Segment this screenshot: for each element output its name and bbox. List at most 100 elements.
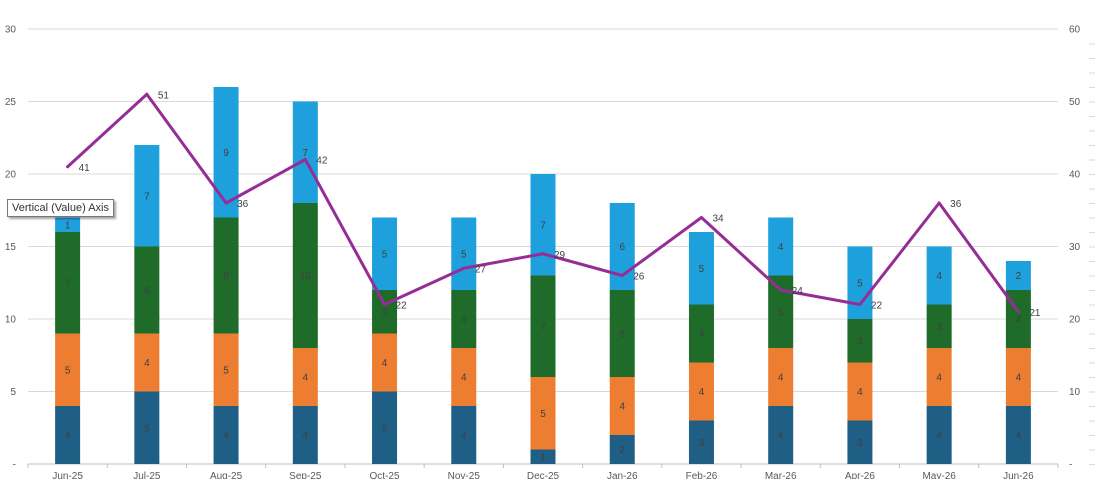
bar-value-label: 4 xyxy=(1016,431,1022,442)
category-label: Oct-25 xyxy=(370,471,400,479)
line-point xyxy=(383,303,387,306)
bar-segment xyxy=(372,333,398,392)
left-tick-label: 5 xyxy=(10,387,16,398)
line-point xyxy=(620,274,624,277)
bar-value-label: 4 xyxy=(936,373,942,384)
right-tick-label: 50 xyxy=(1069,97,1081,108)
line-value-label: 34 xyxy=(712,214,724,225)
line-value-label: 36 xyxy=(950,199,962,210)
bar-value-label: 4 xyxy=(461,315,467,326)
bar-value-label: 4 xyxy=(382,358,388,369)
bar-value-label: 3 xyxy=(857,336,863,347)
bar-value-label: 4 xyxy=(1016,373,1022,384)
bar-value-label: 4 xyxy=(699,329,705,340)
bar-value-label: 4 xyxy=(778,431,784,442)
line-value-label: 24 xyxy=(792,286,804,297)
bar-value-label: 5 xyxy=(144,423,150,434)
line-point xyxy=(699,216,703,219)
bar-segment xyxy=(688,420,714,464)
bar-segment xyxy=(213,87,239,218)
bar-segment xyxy=(1005,406,1031,464)
bar-segment xyxy=(55,217,81,232)
bar-segment xyxy=(688,362,714,421)
category-label: Apr-26 xyxy=(845,471,875,479)
bar-segment xyxy=(134,333,160,392)
line-value-label: 22 xyxy=(396,301,408,312)
bar-value-label: 5 xyxy=(699,264,705,275)
bar-value-label: 5 xyxy=(778,307,784,318)
bar-value-label: 4 xyxy=(223,431,229,442)
bar-value-label: 5 xyxy=(461,249,467,260)
bar-segment xyxy=(1005,261,1031,290)
bar-value-label: 7 xyxy=(144,191,150,202)
bar-value-label: 4 xyxy=(619,402,625,413)
bar-segment xyxy=(926,246,952,305)
bar-value-label: 4 xyxy=(303,431,309,442)
bar-segment xyxy=(55,232,81,334)
bar-segment xyxy=(55,406,81,464)
bar-segment xyxy=(847,319,873,363)
bar-segment xyxy=(134,145,160,247)
bar-segment xyxy=(768,217,794,276)
bar-segment xyxy=(451,217,477,290)
bar-segment xyxy=(372,290,398,334)
bar-segment xyxy=(530,174,556,276)
left-tick-label: 15 xyxy=(5,242,17,253)
line-value-label: 36 xyxy=(237,199,249,210)
right-tick-label: - xyxy=(1069,460,1072,471)
bar-value-label: 9 xyxy=(223,148,229,159)
line-point xyxy=(779,288,783,292)
bar-value-label: 7 xyxy=(540,322,546,333)
bar-segment xyxy=(292,101,318,203)
line-point xyxy=(66,165,70,169)
bar-segment xyxy=(213,333,239,406)
right-value-axis[interactable]: - 10 20 30 40 50 60 xyxy=(1069,25,1095,471)
right-tick-label: 30 xyxy=(1069,242,1081,253)
line-point xyxy=(462,266,466,270)
category-label: Sep-25 xyxy=(289,471,322,479)
bar-segment xyxy=(926,348,952,406)
line-value-label: 29 xyxy=(554,250,566,261)
bar-value-label: 4 xyxy=(936,271,942,282)
bar-value-label: 4 xyxy=(303,373,309,384)
bar-segment xyxy=(926,304,952,348)
bar-segment xyxy=(530,377,556,450)
line-value-label: 22 xyxy=(871,301,883,312)
bar-value-label: 4 xyxy=(857,387,863,398)
left-value-axis[interactable]: - 5 10 15 20 25 30 xyxy=(5,25,17,471)
bar-value-label: 5 xyxy=(540,409,546,420)
bar-value-label: 3 xyxy=(857,438,863,449)
bar-segment xyxy=(1005,348,1031,406)
bar-segment xyxy=(768,275,794,348)
left-tick-label: 10 xyxy=(5,315,17,326)
bar-segment xyxy=(292,406,318,464)
right-tick-label: 60 xyxy=(1069,25,1081,36)
left-tick-label: 30 xyxy=(5,25,17,36)
line-value-label: 21 xyxy=(1029,308,1041,319)
bar-value-label: 4 xyxy=(699,387,705,398)
line-point xyxy=(858,303,862,306)
bar-value-label: 7 xyxy=(303,148,309,159)
bar-value-label: 4 xyxy=(461,431,467,442)
category-axis[interactable]: Jun-25 Jul-25 Aug-25 Sep-25 Oct-25 Nov-25 Dec-… xyxy=(27,464,1059,479)
bar-segment xyxy=(688,232,714,305)
bar-segment xyxy=(530,449,556,464)
line-value-label: 51 xyxy=(158,90,170,101)
bar-value-label: 4 xyxy=(778,373,784,384)
bar-value-label: 7 xyxy=(540,220,546,231)
bar-segment xyxy=(609,290,635,377)
category-label: Dec-25 xyxy=(527,471,560,479)
bar-value-label: 8 xyxy=(223,271,229,282)
category-label: Jun-25 xyxy=(52,471,83,479)
bar-value-label: 5 xyxy=(382,423,388,434)
category-label: Jul-25 xyxy=(133,471,161,479)
bar-segment xyxy=(292,203,318,348)
line-point xyxy=(145,92,149,96)
bar-segment xyxy=(768,406,794,464)
bar-value-label: 10 xyxy=(300,271,312,282)
left-tick-label: 20 xyxy=(5,170,17,181)
bar-value-label: 4 xyxy=(936,431,942,442)
bar-value-label: 4 xyxy=(65,431,71,442)
category-label: Mar-26 xyxy=(765,471,797,479)
